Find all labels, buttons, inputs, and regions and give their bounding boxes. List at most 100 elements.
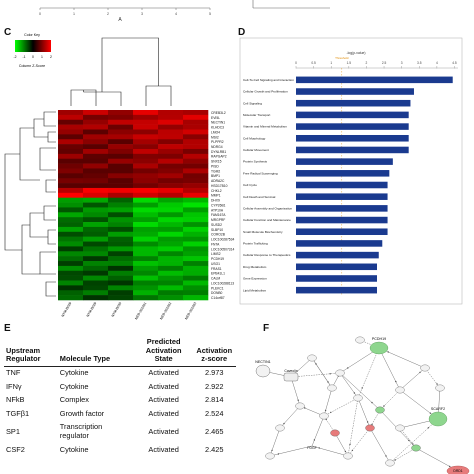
heatmap-cell xyxy=(183,163,209,169)
bar-category-label: Cell Cycle xyxy=(243,183,257,187)
heatmap-cell xyxy=(158,280,184,286)
heatmap-cell xyxy=(158,197,184,203)
heatmap-cell xyxy=(83,148,109,155)
heatmap-cell xyxy=(58,280,84,286)
gene-label: NDRG4 xyxy=(211,145,223,149)
bar-category-label: Gene Expression xyxy=(243,277,267,281)
heatmap-cell xyxy=(58,295,84,301)
cell-regulator: IFNγ xyxy=(6,381,22,391)
gene-label: C14orf87 xyxy=(211,296,225,300)
heatmap-cell xyxy=(108,197,134,203)
heatmap-cell xyxy=(133,148,159,155)
gene-label: USO1 xyxy=(211,262,220,266)
heatmap-cell xyxy=(58,148,84,155)
cell-zscore: 2.922 xyxy=(204,381,224,391)
network-node xyxy=(385,459,395,467)
bar-category-label: Cellular Movement xyxy=(243,148,269,152)
heatmap-cell xyxy=(158,163,184,169)
sample-label: NTM-B029 xyxy=(86,301,98,317)
heatmap-cell xyxy=(83,256,109,262)
network-diagram: PCDH19 NECTIN1 Caveolin SCARF2 DRD1 PDGF xyxy=(255,336,470,474)
heatmap-cell xyxy=(158,251,184,257)
heatmap-cell xyxy=(83,187,109,194)
network-node xyxy=(307,354,317,362)
heatmap-cell xyxy=(108,163,134,169)
heatmap-cell xyxy=(108,285,134,291)
heatmap-cell xyxy=(133,217,159,223)
heatmap-cell xyxy=(183,241,209,247)
heatmap-cell xyxy=(183,212,209,218)
bar xyxy=(296,286,377,294)
heatmap-grid xyxy=(58,110,209,301)
heatmap-cell xyxy=(158,212,184,218)
gene-label: ATP10A xyxy=(211,208,224,212)
bar xyxy=(296,134,409,142)
gene-label: TGM2 xyxy=(211,169,220,173)
bar-category-label: Small Molecule Biochemistry xyxy=(243,230,283,234)
heatmap-cell xyxy=(108,153,134,160)
heatmap-cell xyxy=(183,251,209,257)
color-key-tick: -1 xyxy=(22,55,25,59)
heatmap-cell xyxy=(108,261,134,267)
heatmap-cell xyxy=(108,168,134,174)
bar xyxy=(296,205,388,212)
network-edge xyxy=(311,445,349,457)
bar-axis-tick-label: 0.5 xyxy=(311,61,316,65)
heatmap-cell xyxy=(58,168,84,174)
heatmap-cell xyxy=(158,168,184,174)
heatmap-cell xyxy=(83,114,109,121)
node-pcdh19 xyxy=(369,341,389,355)
cell-state: Activated xyxy=(148,395,179,405)
heatmap-cell xyxy=(158,231,184,237)
heatmap-cell xyxy=(83,236,109,242)
node-scarf2-label: SCARF2 xyxy=(431,407,445,411)
row-dendrogram xyxy=(4,111,56,297)
panel-a-tick-label: 1 xyxy=(73,12,75,16)
heatmap-cell xyxy=(158,110,184,116)
node-drd1 xyxy=(446,465,470,474)
panel-a-tick-label: 2 xyxy=(107,12,109,16)
heatmap-cell xyxy=(58,222,84,228)
heatmap-cell xyxy=(158,295,184,301)
bar xyxy=(296,111,409,119)
heatmap-cell xyxy=(83,129,109,135)
heatmap-cell xyxy=(183,217,209,223)
cell-state: Activated xyxy=(148,368,179,377)
heatmap-cell xyxy=(158,114,184,121)
network-node xyxy=(411,444,421,452)
network-edge-arrow xyxy=(395,380,397,383)
network-edge xyxy=(379,389,401,411)
column-dendrogram xyxy=(70,37,172,106)
heatmap-cell xyxy=(83,212,109,218)
heatmap-cell xyxy=(108,119,134,125)
network-node xyxy=(265,452,275,460)
cell-regulator: CSF2 xyxy=(6,444,25,454)
bar xyxy=(296,240,383,247)
heatmap-cell xyxy=(133,173,159,179)
heatmap-cell xyxy=(183,275,209,281)
cell-zscore: 2.465 xyxy=(204,426,224,436)
heatmap-cell xyxy=(58,144,84,150)
heatmap-cell xyxy=(108,236,134,242)
table-row: SP1 Transcription regulator Activated 2.… xyxy=(4,421,236,443)
heatmap-cell xyxy=(58,114,84,121)
gene-label: EPB41L1 xyxy=(211,272,225,276)
heatmap-cell xyxy=(183,202,209,208)
network-edge-arrow xyxy=(315,363,317,365)
heatmap-cell xyxy=(58,192,84,198)
heatmap-cell xyxy=(58,187,84,194)
panel-a-remnant: 0 1 2 3 4 5 A xyxy=(39,0,330,23)
node-drd1-label: DRD1 xyxy=(453,469,462,473)
heatmap-cell xyxy=(183,192,209,198)
gene-label: KLHDC3 xyxy=(211,126,224,130)
cell-regulator: NFkB xyxy=(6,395,25,405)
network-edge-arrow xyxy=(412,443,414,445)
heatmap-cell xyxy=(58,129,84,135)
gene-label: PCDH19 xyxy=(211,257,224,261)
heatmap-cell xyxy=(108,148,134,155)
panel-a-tick-label: 0 xyxy=(39,12,41,16)
header-type: Molecule Type xyxy=(51,338,135,367)
heatmap-cell xyxy=(58,261,84,267)
panel-a-axis-label: A xyxy=(118,17,122,23)
gene-label: LOC100287534 xyxy=(211,238,234,242)
